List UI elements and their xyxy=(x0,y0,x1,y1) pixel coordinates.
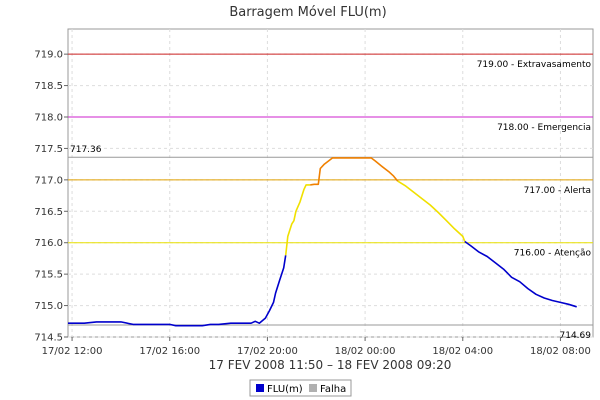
y-tick-label: 718.5 xyxy=(34,81,63,92)
y-axis: 714.5 715.0 715.5 716.0 716.5 717.0 717.5 718.0… xyxy=(34,50,68,344)
threshold-label: 719.00 - Extravasamento xyxy=(477,60,592,70)
legend-swatch xyxy=(309,384,317,392)
y-tick-label: 715.0 xyxy=(34,301,63,312)
x-axis-label: 17 FEV 2008 11:50 – 18 FEV 2008 09:20 xyxy=(209,358,452,372)
legend-box xyxy=(249,379,352,397)
y-tick-label: 715.5 xyxy=(34,270,63,281)
y-tick-label: 718.0 xyxy=(34,113,63,124)
legend-label: FLU(m) xyxy=(267,384,303,395)
y-tick-label: 714.5 xyxy=(34,333,63,344)
series-flu xyxy=(68,157,577,327)
threshold-label: 716.00 - Atenção xyxy=(514,249,592,259)
threshold-lines: 719.00 - Extravasamento 718.00 - Emergenc… xyxy=(68,53,593,341)
series-line-segment xyxy=(464,240,577,308)
x-tick-label: 18/02 04:00 xyxy=(432,346,493,357)
y-tick-label: 716.0 xyxy=(34,238,63,249)
plot-area xyxy=(67,28,594,338)
series-line-segment xyxy=(310,157,399,186)
x-tick-label: 18/02 08:00 xyxy=(530,346,591,357)
series-line-segment xyxy=(397,180,466,242)
x-tick-label: 17/02 20:00 xyxy=(237,346,298,357)
x-tick-label: 17/02 16:00 xyxy=(139,346,200,357)
series-line-segment xyxy=(68,255,287,327)
chart-title: Barragem Móvel FLU(m) xyxy=(229,5,386,20)
legend-label: Falha xyxy=(320,384,346,395)
y-tick-label: 716.5 xyxy=(34,207,63,218)
x-tick-label: 18/02 00:00 xyxy=(335,346,396,357)
legend: FLU(m) Falha xyxy=(249,379,352,397)
x-axis: 17/02 12:00 17/02 16:00 17/02 20:00 18/02 0… xyxy=(42,337,591,357)
legend-swatch xyxy=(256,384,264,392)
y-tick-label: 719.0 xyxy=(34,50,63,61)
threshold-label: 717.00 - Alerta xyxy=(524,186,591,196)
series-line-segment xyxy=(284,184,311,256)
threshold-label: 718.00 - Emergencia xyxy=(497,123,591,133)
x-tick-label: 17/02 12:00 xyxy=(42,346,103,357)
y-tick-label: 717.5 xyxy=(34,144,63,155)
threshold-label: 717.36 xyxy=(70,145,102,155)
y-tick-label: 717.0 xyxy=(34,175,63,186)
threshold-label: 714.69 xyxy=(560,331,592,341)
